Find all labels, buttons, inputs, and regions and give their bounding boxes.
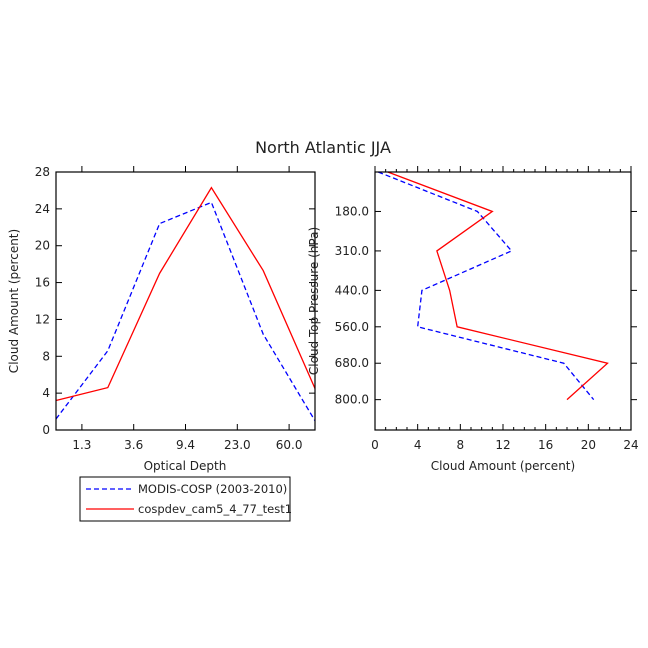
left-series-line-1 xyxy=(55,186,316,402)
left-x-axis-label: Optical Depth xyxy=(144,459,227,473)
legend: MODIS-COSP (2003-2010) cospdev_cam5_4_77… xyxy=(79,476,292,522)
chart-title: North Atlantic JJA xyxy=(255,138,391,157)
left-y-tick-label: 4 xyxy=(42,386,50,400)
left-x-tick-label: 9.4 xyxy=(176,438,195,452)
left-series-line-0 xyxy=(55,201,316,422)
right-x-tick-label: 0 xyxy=(371,438,379,452)
left-x-tick-label: 1.3 xyxy=(72,438,91,452)
right-x-tick-label: 4 xyxy=(414,438,422,452)
left-y-tick-label: 16 xyxy=(35,276,50,290)
left-panel-optical-depth: 0 4 8 12 16 20 24 28 1.3 3.6 9.4 23.0 60.0 Optical D… xyxy=(7,165,316,473)
right-y-tick-label: 440.0 xyxy=(335,283,369,297)
right-y-tick-label: 680.0 xyxy=(335,356,369,370)
right-series-line-1 xyxy=(387,171,609,401)
right-x-axis-label: Cloud Amount (percent) xyxy=(431,459,575,473)
left-y-tick-label: 0 xyxy=(42,423,50,437)
right-plot-frame xyxy=(374,171,632,431)
right-panel-cloud-top-pressure: 0 4 8 12 16 20 24 180.0 310.0 440.0 560.0 680.0 800.… xyxy=(307,166,639,473)
right-y-axis-label: Cloud Top Pressure (hPa) xyxy=(307,227,321,375)
legend-label-modis: MODIS-COSP (2003-2010) xyxy=(138,482,287,496)
right-x-tick-label: 20 xyxy=(581,438,596,452)
legend-label-cam: cospdev_cam5_4_77_test1 xyxy=(138,502,292,516)
legend-box xyxy=(79,476,291,522)
left-y-tick-label: 24 xyxy=(35,202,50,216)
left-y-tick-label: 12 xyxy=(35,312,50,326)
right-y-tick-label: 800.0 xyxy=(335,393,369,407)
left-y-tick-label: 8 xyxy=(42,349,50,363)
right-x-tick-label: 8 xyxy=(457,438,465,452)
right-x-tick-label: 24 xyxy=(623,438,638,452)
left-y-tick-label: 28 xyxy=(35,165,50,179)
left-x-tick-label: 3.6 xyxy=(124,438,143,452)
left-x-tick-label: 60.0 xyxy=(276,438,303,452)
right-y-tick-label: 560.0 xyxy=(335,320,369,334)
right-y-tick-label: 180.0 xyxy=(335,204,369,218)
right-series-line-0 xyxy=(377,171,595,401)
left-y-axis-label: Cloud Amount (percent) xyxy=(7,229,21,373)
left-y-tick-label: 20 xyxy=(35,239,50,253)
left-plot-frame xyxy=(55,171,316,431)
right-y-tick-label: 310.0 xyxy=(335,244,369,258)
right-x-tick-label: 16 xyxy=(538,438,553,452)
left-x-tick-label: 23.0 xyxy=(224,438,251,452)
right-x-tick-label: 12 xyxy=(495,438,510,452)
